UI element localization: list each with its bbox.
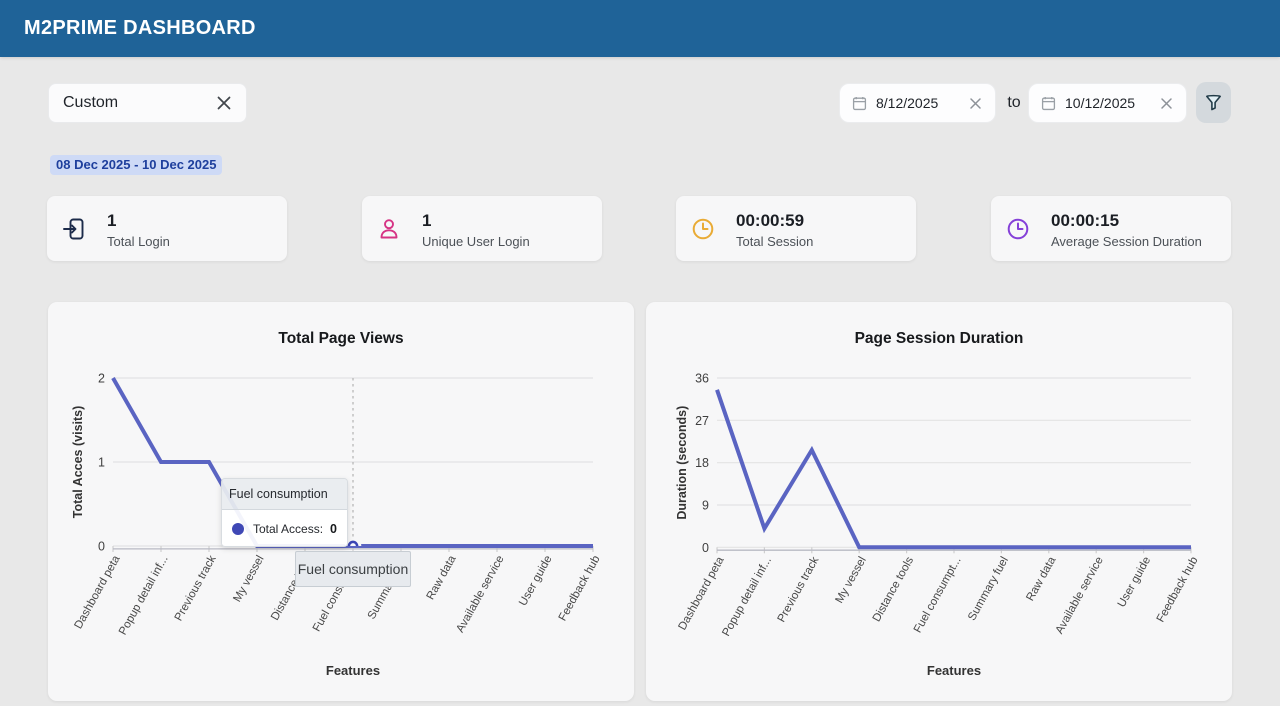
svg-text:0: 0	[702, 541, 709, 555]
svg-text:Dashboard peta: Dashboard peta	[676, 554, 726, 632]
svg-text:Dashboard peta: Dashboard peta	[72, 553, 122, 631]
svg-text:36: 36	[695, 372, 709, 386]
svg-text:User guide: User guide	[517, 554, 554, 608]
svg-text:Fuel consumpt...: Fuel consumpt...	[912, 555, 964, 635]
svg-text:Features: Features	[927, 663, 981, 678]
svg-text:Available service: Available service	[454, 554, 506, 635]
svg-text:Feedback hub: Feedback hub	[557, 554, 603, 624]
svg-text:Total Acces (visits): Total Acces (visits)	[71, 406, 85, 519]
svg-text:Popup detail inf...: Popup detail inf...	[117, 554, 171, 638]
svg-text:Raw data: Raw data	[1024, 554, 1058, 603]
svg-text:User guide: User guide	[1116, 555, 1153, 609]
svg-text:Previous track: Previous track	[173, 553, 219, 623]
svg-text:0: 0	[98, 540, 105, 554]
svg-text:Duration (seconds): Duration (seconds)	[675, 406, 689, 520]
svg-text:27: 27	[695, 414, 709, 428]
svg-text:Distance tools: Distance tools	[871, 555, 917, 624]
svg-text:My vessel: My vessel	[834, 555, 869, 606]
svg-text:2: 2	[98, 372, 105, 386]
svg-text:Raw data: Raw data	[425, 553, 459, 602]
svg-text:Feedback hub: Feedback hub	[1155, 555, 1201, 625]
svg-text:1: 1	[98, 456, 105, 470]
svg-text:9: 9	[702, 499, 709, 513]
svg-text:My vessel: My vessel	[231, 554, 266, 605]
svg-text:18: 18	[695, 456, 709, 470]
svg-text:Summary fuel: Summary fuel	[966, 555, 1011, 623]
svg-text:Previous track: Previous track	[776, 555, 822, 625]
svg-text:Available service: Available service	[1054, 555, 1106, 636]
svg-text:Features: Features	[326, 663, 380, 678]
svg-text:Popup detail inf...: Popup detail inf...	[720, 555, 774, 639]
